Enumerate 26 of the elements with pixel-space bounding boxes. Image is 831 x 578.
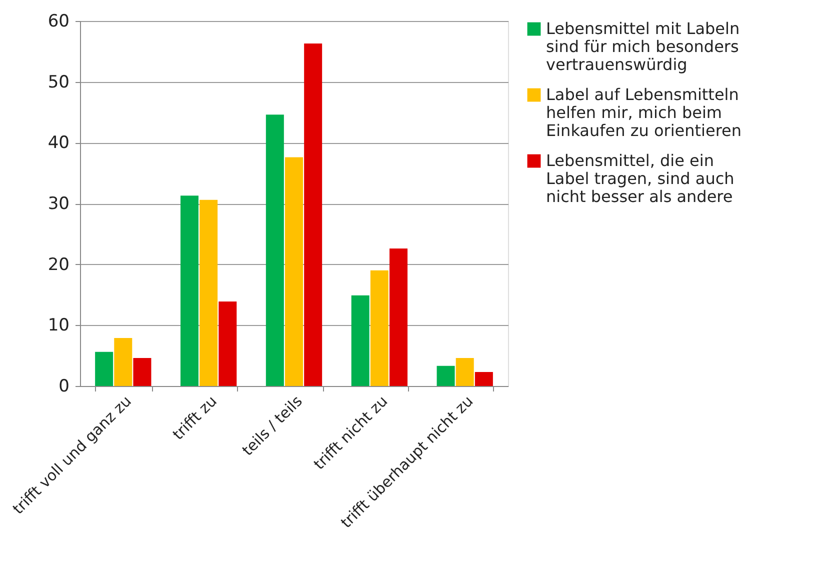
legend-label: Label auf Lebensmitteln helfen mir, mich beim Einkaufen zu orientieren <box>546 85 742 140</box>
y-tick-label: 60 <box>48 12 70 32</box>
bar <box>351 295 370 386</box>
bar <box>390 248 408 386</box>
y-tick-label: 30 <box>48 194 70 214</box>
y-tick-label: 50 <box>48 72 70 92</box>
y-tick-label: 10 <box>48 316 70 336</box>
bar <box>218 301 237 386</box>
x-tick-label: teils / teils <box>238 392 306 460</box>
bar <box>114 338 132 386</box>
y-tick-label: 0 <box>58 376 70 396</box>
legend-label: Lebensmittel, die ein Label tragen, sind auch nicht besser als andere <box>546 151 734 206</box>
y-tick-label: 40 <box>48 133 70 154</box>
bar <box>266 114 284 386</box>
bar <box>370 270 388 386</box>
legend-label: Lebensmittel mit Labeln sind für mich besonders vertrauenswürdig <box>546 19 740 74</box>
bar <box>200 200 218 386</box>
bar <box>436 366 455 386</box>
bar <box>133 358 152 386</box>
bar <box>456 358 474 386</box>
bar <box>95 352 114 386</box>
bar <box>474 372 493 386</box>
bar <box>304 44 322 386</box>
bar <box>285 157 303 386</box>
bar <box>180 196 198 386</box>
y-tick-label: 20 <box>48 254 70 275</box>
